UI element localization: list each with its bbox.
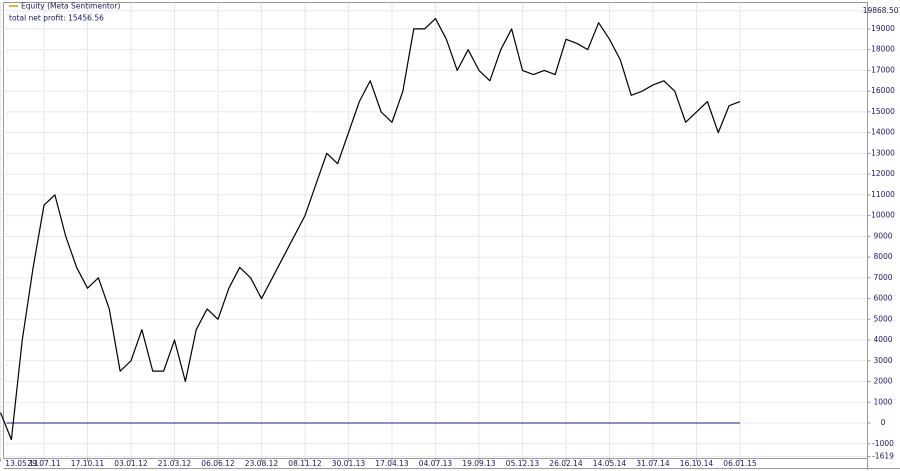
x-tick-label: 31.07.14 (636, 459, 670, 468)
y-tick-label: 15000 (871, 107, 895, 116)
y-tick-label: 8000 (873, 252, 892, 261)
y-tick-label: -1000 (872, 439, 894, 448)
y-tick-label: 13000 (871, 148, 895, 157)
x-tick-label: 06.01.15 (723, 459, 757, 468)
y-tick-label: 1000 (873, 397, 892, 406)
y-tick-label: 4000 (873, 335, 892, 344)
y-tick-label: 7000 (873, 273, 892, 282)
x-tick-label: 06.06.12 (201, 459, 235, 468)
y-tick-label: -1619 (872, 452, 894, 461)
y-tick-label: 19868.507 (863, 6, 900, 15)
y-tick-label: 18000 (871, 45, 895, 54)
labels: -1619 -1000 0 1000 2000 3000 4000 5000 6000 7000 8… (0, 6, 900, 468)
x-tick-label: 19.09.13 (462, 459, 496, 468)
y-tick-label: 12000 (871, 169, 895, 178)
x-tick-label: 03.01.12 (114, 459, 148, 468)
x-tick-label: 05.12.13 (506, 459, 540, 468)
x-tick-label: 14.05.14 (593, 459, 627, 468)
x-tick-label: 16.10.14 (680, 459, 714, 468)
x-tick-label: 17.04.13 (375, 459, 409, 468)
x-tick-label: 17.10.11 (71, 459, 105, 468)
y-tick-label: 2000 (873, 377, 892, 386)
y-tick-label: 6000 (873, 294, 892, 303)
y-tick-label: 17000 (871, 65, 895, 74)
plot-frame (3, 2, 868, 459)
x-tick-label: 29.07.11 (27, 459, 61, 468)
y-tick-label: 9000 (873, 231, 892, 240)
x-tick-label: 30.01.13 (332, 459, 366, 468)
y-tick-label: 11000 (871, 190, 895, 199)
y-tick-label: 3000 (873, 356, 892, 365)
marks (0, 17, 741, 441)
y-tick-label: 16000 (871, 86, 895, 95)
y-tick-label: 14000 (871, 128, 895, 137)
x-tick-label: 26.02.14 (549, 459, 583, 468)
x-tick-label: 08.11.12 (288, 459, 322, 468)
annotation: total net profit: 15456.56 (9, 14, 104, 23)
x-tick-label: 21.03.12 (158, 459, 192, 468)
y-tick-label: 0 (881, 418, 886, 427)
x-tick-label: 23.08.12 (245, 459, 279, 468)
y-tick-label: 19000 (871, 24, 895, 33)
x-tick-label: 13.05.11 (5, 459, 39, 468)
legend-label: Equity (Meta Sentimentor) (21, 2, 120, 11)
y-tick-label: 5000 (873, 314, 892, 323)
x-tick-label: 04.07.13 (419, 459, 453, 468)
equity-line (0, 17, 741, 441)
y-tick-label: 10000 (871, 211, 895, 220)
grid (0, 2, 868, 459)
